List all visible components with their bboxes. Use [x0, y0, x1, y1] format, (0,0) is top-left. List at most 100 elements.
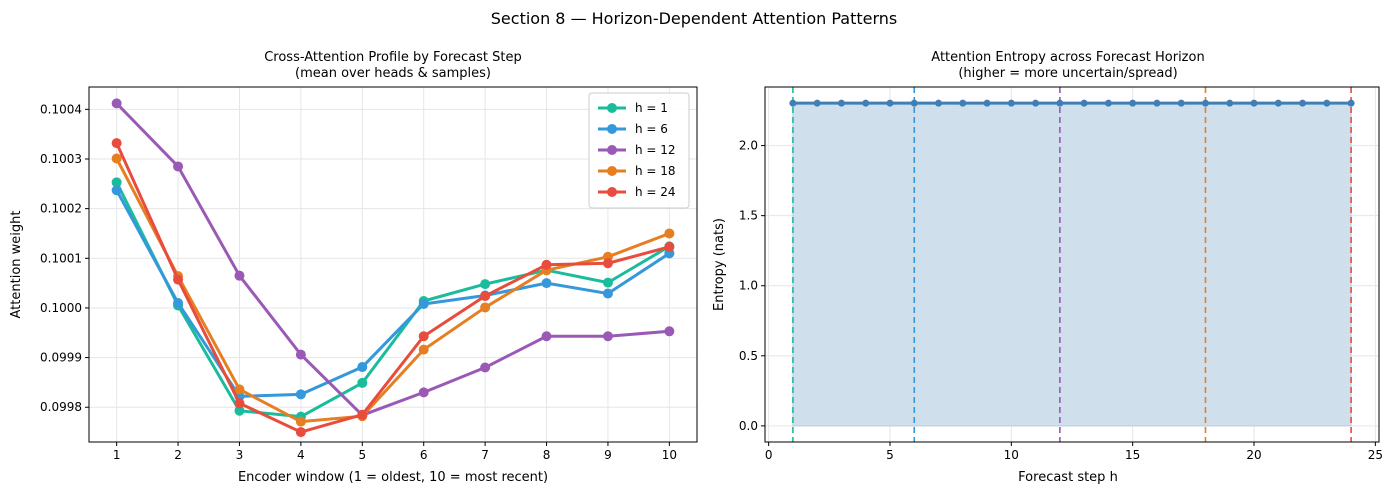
chart1-series-line: [115, 189, 671, 398]
chart1-legend-swatch-marker: [607, 103, 617, 113]
chart1-xtick-label: 6: [420, 448, 428, 462]
chart2-data-point: [959, 99, 967, 107]
chart1-series-line: [115, 102, 670, 417]
chart1-data-point: [664, 241, 675, 252]
chart1-ytick-label: 0.1000: [40, 301, 82, 315]
figure-suptitle: Section 8 — Horizon-Dependent Attention …: [491, 9, 897, 28]
chart2-ylabel: Entropy (nats): [712, 218, 727, 311]
chart1-data-point: [418, 298, 429, 309]
chart1-legend-label: h = 24: [635, 185, 676, 199]
chart1-data-point: [173, 274, 184, 285]
chart2-xtick-label: 5: [886, 448, 894, 462]
chart1-series-line: [115, 181, 671, 419]
chart2-data-point: [862, 99, 870, 107]
chart2-data-point: [1129, 99, 1137, 107]
chart2-ytick-label: 1.0: [739, 279, 758, 293]
chart1-data-point: [602, 258, 613, 269]
chart2-data-point: [910, 99, 918, 107]
chart1-data-point: [602, 331, 613, 342]
chart2-data-point: [1056, 99, 1064, 107]
chart1-data-point: [357, 362, 368, 373]
chart1-data-point: [541, 331, 552, 342]
chart1-data-point: [602, 288, 613, 299]
chart1-legend: h = 1 h = 6 h = 12 h = 18 h = 24: [588, 92, 690, 209]
chart2-vlines: [792, 87, 1352, 442]
chart1-xtick-label: 2: [174, 448, 182, 462]
chart1-data-point: [111, 153, 122, 164]
chart1-legend-label: h = 18: [635, 164, 676, 178]
chart1-data-point: [357, 377, 368, 388]
chart1-legend-swatch-marker: [607, 187, 617, 197]
chart1-legend-swatch-marker: [607, 166, 617, 176]
chart2-line: [789, 99, 1355, 107]
chart2-xlabel: Forecast step h: [1018, 470, 1118, 485]
chart2-data-point: [1104, 99, 1112, 107]
chart1-series: [111, 98, 675, 438]
chart2-ytick-label: 1.5: [739, 209, 758, 223]
chart2-xtick-label: 20: [1246, 448, 1261, 462]
chart2-title-line2: (higher = more uncertain/spread): [958, 66, 1177, 81]
chart1-ytick-label: 0.1004: [40, 102, 82, 116]
chart1-data-point: [111, 185, 122, 196]
chart1-xtick-label: 8: [543, 448, 551, 462]
chart1-ytick-label: 0.1001: [40, 251, 82, 265]
attention-profile-chart: Cross-Attention Profile by Forecast Step…: [9, 50, 698, 485]
chart1-xtick-label: 7: [481, 448, 489, 462]
chart1-data-point: [295, 389, 306, 400]
chart1-series-line: [115, 142, 670, 434]
chart2-xtick-label: 25: [1368, 448, 1383, 462]
chart2-data-point: [1177, 99, 1185, 107]
chart1-data-point: [664, 228, 675, 239]
chart2-plot-frame: [764, 86, 1380, 443]
chart2-data-point: [1250, 99, 1258, 107]
chart1-data-point: [480, 291, 491, 302]
chart1-data-point: [480, 279, 491, 290]
chart1-data-point: [234, 398, 245, 409]
chart2-ytick-label: 2.0: [739, 139, 758, 153]
chart1-legend-label: h = 1: [635, 101, 668, 115]
chart1-data-point: [357, 409, 368, 420]
chart1-data-point: [111, 138, 122, 149]
chart1-data-point: [111, 98, 122, 109]
chart1-title-line2: (mean over heads & samples): [295, 66, 491, 81]
chart1-data-point: [418, 331, 429, 342]
chart2-data-point: [1201, 99, 1209, 107]
chart1-xtick-label: 10: [662, 448, 677, 462]
chart2-area-fill: [792, 102, 1352, 427]
chart2-title-line1: Attention Entropy across Forecast Horizo…: [931, 50, 1204, 65]
chart2-ytick-label: 0.0: [739, 419, 758, 433]
chart1-ylabel: Attention weight: [9, 211, 24, 319]
chart2-data-point: [1032, 99, 1040, 107]
chart2-data-point: [1323, 99, 1331, 107]
chart1-ytick-label: 0.0999: [40, 351, 82, 365]
chart1-data-point: [664, 326, 675, 337]
chart2-data-point: [789, 99, 797, 107]
chart1-xtick-label: 4: [297, 448, 305, 462]
chart1-data-point: [111, 177, 122, 188]
chart1-data-point: [480, 302, 491, 313]
chart2-data-point: [1299, 99, 1307, 107]
chart2-data-point: [1226, 99, 1234, 107]
chart2-data-point: [1347, 99, 1355, 107]
chart2-data-point: [886, 99, 894, 107]
chart1-data-point: [602, 277, 613, 288]
chart1-data-point: [173, 297, 184, 308]
chart2-data-point: [1153, 99, 1161, 107]
chart2-data-point: [983, 99, 991, 107]
chart2-data-point: [813, 99, 821, 107]
chart1-data-point: [295, 416, 306, 427]
chart1-data-point: [418, 344, 429, 355]
chart2-data-point: [935, 99, 943, 107]
chart2-xtick-label: 10: [1004, 448, 1019, 462]
chart2-data-point: [1080, 99, 1088, 107]
chart1-ytick-label: 0.1002: [40, 202, 82, 216]
chart1-data-point: [541, 278, 552, 289]
chart1-legend-label: h = 12: [635, 143, 676, 157]
chart1-data-point: [173, 161, 184, 172]
chart1-xtick-label: 5: [358, 448, 366, 462]
chart1-data-point: [418, 387, 429, 398]
chart1-data-point: [295, 349, 306, 360]
chart2-xtick-label: 15: [1125, 448, 1140, 462]
chart2-data-point: [837, 99, 845, 107]
chart1-data-point: [234, 405, 245, 416]
